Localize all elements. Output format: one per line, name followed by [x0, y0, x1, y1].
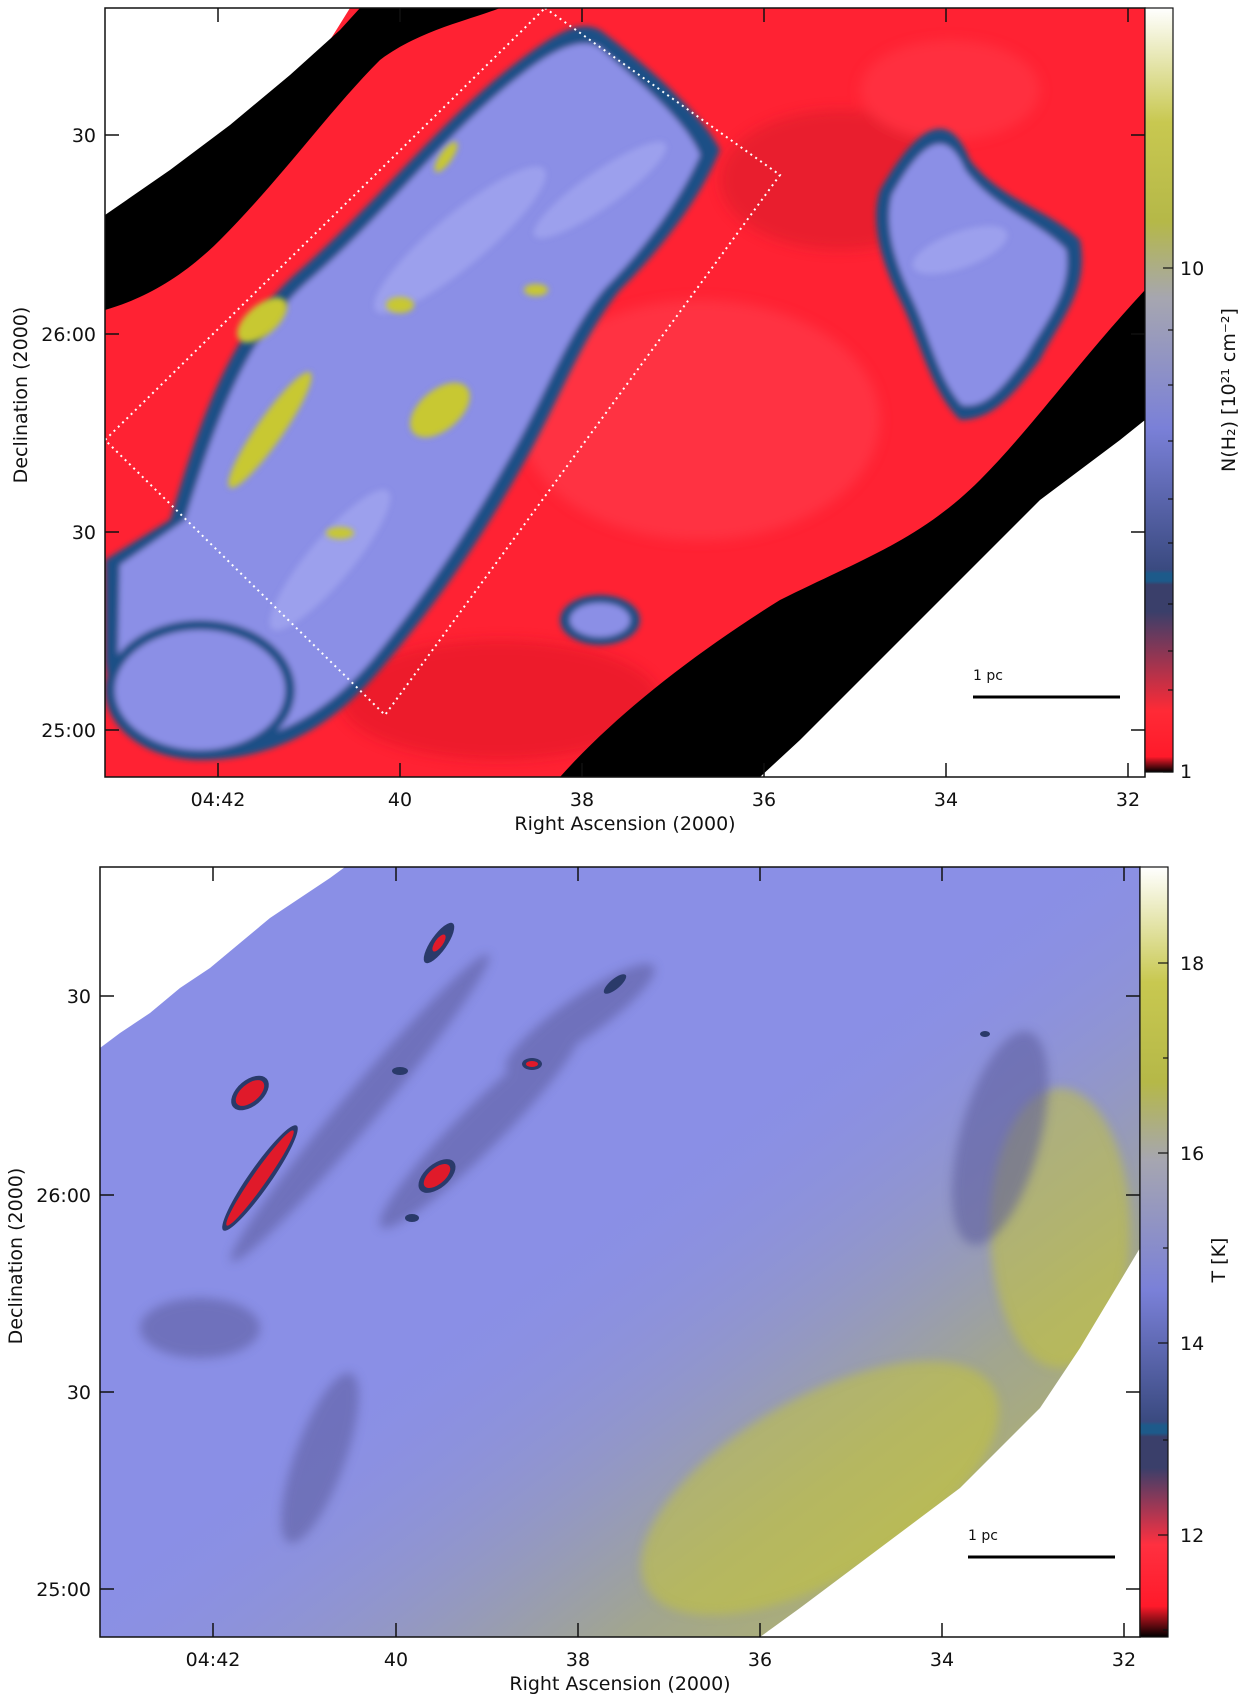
temperature-panel: 04:42 40 38 36 34 32 Right Ascension (20… [0, 848, 1244, 1697]
y-tick-label: 30 [72, 125, 96, 147]
x-tick-label: 32 [1112, 1649, 1136, 1671]
colorbar-tick-label: 14 [1180, 1333, 1204, 1355]
x-tick-label: 38 [570, 789, 594, 811]
x-tick-label: 34 [934, 789, 958, 811]
x-tick-label: 36 [748, 1649, 772, 1671]
scale-bar-label: 1 pc [973, 668, 1003, 684]
x-tick-label: 38 [566, 1649, 590, 1671]
y-tick-label: 30 [72, 522, 96, 544]
colorbar-tick-label: 18 [1180, 953, 1204, 975]
column-density-figure: 04:42 40 38 36 34 32 Right Ascension (20… [10, 7, 1240, 835]
x-tick-label: 32 [1116, 789, 1140, 811]
colorbar-tick-label: 1 [1180, 761, 1192, 783]
dotted-region-outline [105, 8, 782, 717]
x-tick-marks [212, 867, 1125, 1637]
colorbar [1139, 866, 1169, 1638]
x-tick-label: 04:42 [191, 789, 246, 811]
colorbar-tick-label: 10 [1180, 258, 1204, 280]
temperature-figure: 04:42 40 38 36 34 32 Right Ascension (20… [5, 866, 1230, 1695]
y-tick-label: 26:00 [36, 1185, 91, 1207]
x-tick-label: 36 [752, 789, 776, 811]
colorbar-title: T [K] [1208, 1238, 1230, 1284]
y-axis-title: Declination (2000) [5, 1168, 27, 1345]
y-tick-label: 26:00 [41, 324, 96, 346]
colorbar-title: N(H₂) [10²¹ cm⁻²] [1218, 308, 1240, 472]
colorbar-ticks [1158, 962, 1168, 1631]
y-axis-title: Declination (2000) [10, 307, 32, 484]
colorbar [1144, 7, 1174, 773]
y-tick-label: 30 [67, 1382, 91, 1404]
y-tick-marks [105, 134, 1145, 731]
y-tick-label: 25:00 [41, 720, 96, 742]
x-tick-label: 04:42 [186, 1649, 241, 1671]
y-tick-label: 30 [67, 986, 91, 1008]
temperature-map [100, 867, 1140, 1637]
column-density-map [105, 8, 1145, 777]
colorbar-ticks [1163, 267, 1173, 773]
x-tick-marks [217, 8, 1129, 777]
x-tick-label: 34 [930, 1649, 954, 1671]
colorbar-tick-label: 16 [1180, 1143, 1204, 1165]
scale-bar-label: 1 pc [968, 1528, 998, 1544]
y-tick-label: 25:00 [36, 1579, 91, 1601]
x-axis-title: Right Ascension (2000) [509, 1673, 730, 1695]
x-axis-title: Right Ascension (2000) [514, 813, 735, 835]
y-tick-marks [100, 995, 1140, 1590]
x-tick-label: 40 [388, 789, 412, 811]
cold-cores [222, 922, 990, 1231]
x-tick-label: 40 [384, 1649, 408, 1671]
column-density-panel: 04:42 40 38 36 34 32 Right Ascension (20… [0, 0, 1244, 848]
colorbar-tick-label: 12 [1180, 1525, 1204, 1547]
